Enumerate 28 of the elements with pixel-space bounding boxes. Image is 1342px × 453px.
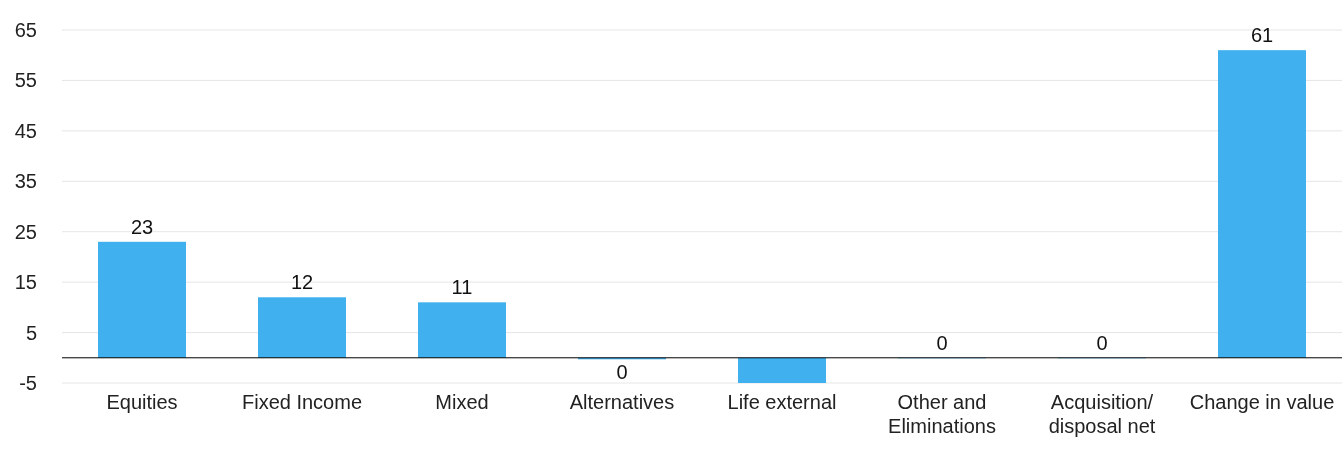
y-tick-label: 35 bbox=[14, 170, 37, 193]
x-tick-label: Acquisition/ disposal net bbox=[1048, 391, 1156, 437]
data-label: 11 bbox=[451, 276, 473, 299]
x-tick-label: Change in value bbox=[1189, 391, 1335, 413]
bar bbox=[738, 357, 826, 383]
y-tick-label: 45 bbox=[14, 119, 37, 142]
data-label: 0 bbox=[616, 361, 628, 384]
data-label: 61 bbox=[1250, 24, 1274, 47]
y-tick-label: -5 bbox=[19, 372, 37, 394]
bar bbox=[418, 302, 506, 358]
y-tick-label: 25 bbox=[14, 220, 37, 243]
x-tick-label: Alternatives bbox=[569, 391, 675, 413]
bar bbox=[258, 297, 346, 358]
y-tick-label: 65 bbox=[14, 19, 37, 41]
x-tick-label: Mixed bbox=[435, 391, 489, 413]
data-label: 12 bbox=[290, 271, 314, 294]
y-tick-label: 55 bbox=[14, 69, 37, 92]
data-label: 0 bbox=[1096, 331, 1108, 354]
x-tick-label: Life external bbox=[727, 391, 837, 413]
y-tick-label: 5 bbox=[25, 321, 37, 344]
data-label: 0 bbox=[936, 331, 948, 354]
x-tick-label: Equities bbox=[106, 391, 178, 413]
y-tick-label: 15 bbox=[14, 271, 37, 294]
data-label: 23 bbox=[130, 215, 154, 238]
bar bbox=[1218, 50, 1306, 358]
x-tick-label: Fixed Income bbox=[241, 391, 363, 413]
bar bbox=[98, 241, 186, 358]
x-tick-label: Other and Eliminations bbox=[888, 391, 996, 437]
